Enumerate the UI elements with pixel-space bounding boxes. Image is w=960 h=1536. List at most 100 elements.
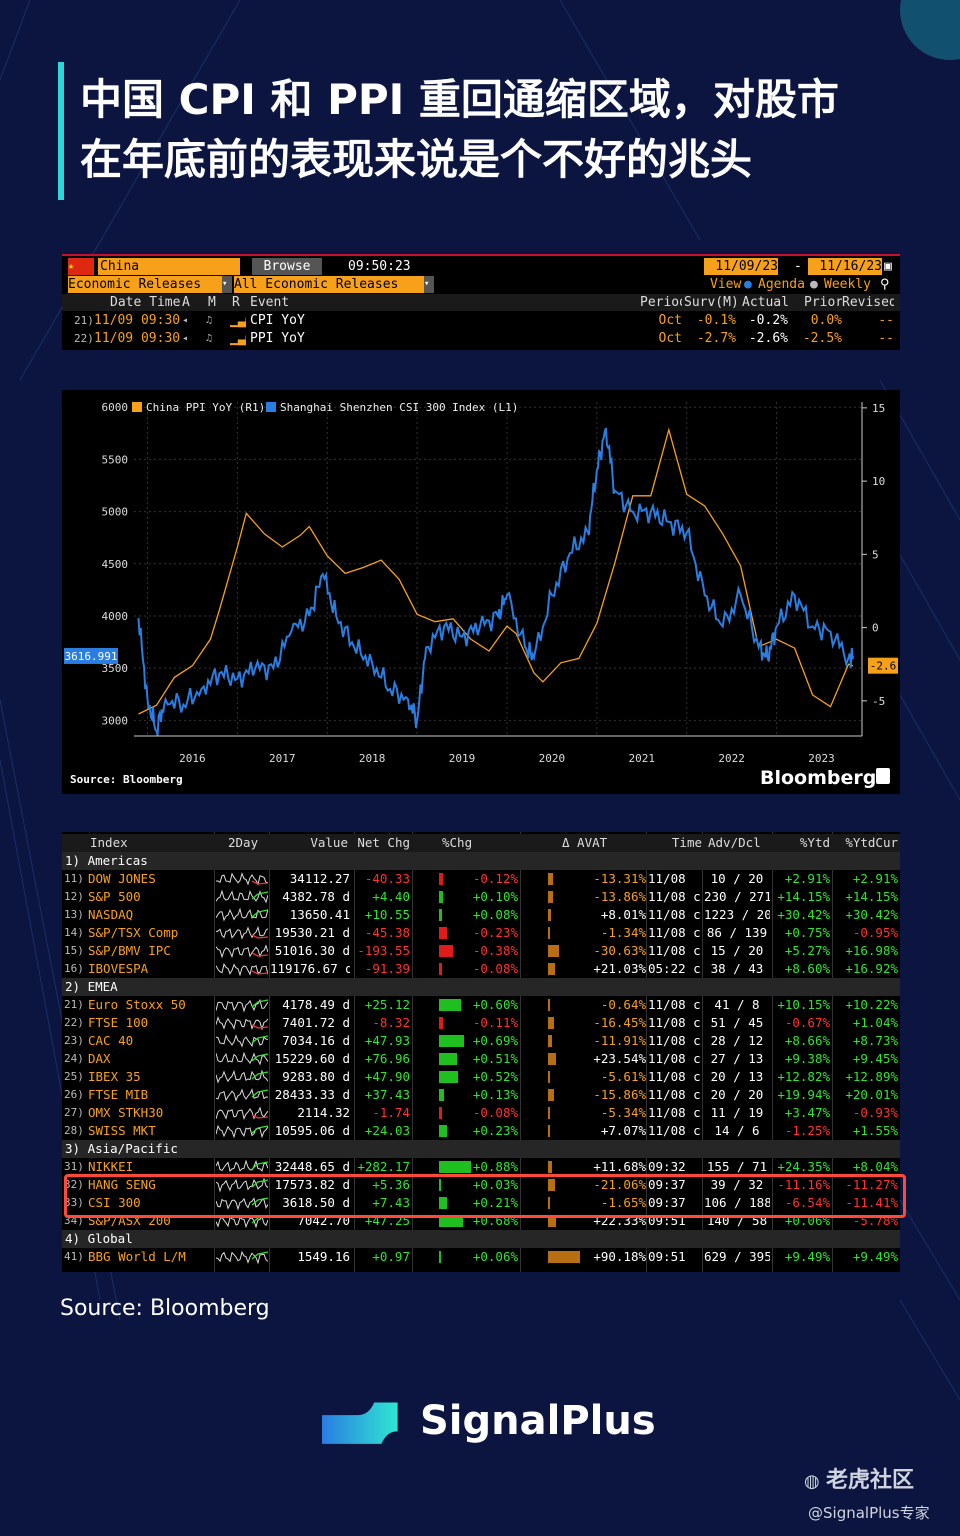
table-row[interactable]: 27) OMX STKH30 2114.32 -1.74 -0.08% -5.34% 11/…	[62, 1104, 900, 1122]
col-event[interactable]: Event	[250, 295, 290, 310]
col-ytdcur[interactable]: %YtdCur	[845, 835, 898, 850]
index-name[interactable]: BBG World L/M	[88, 1249, 186, 1264]
index-name[interactable]: CAC 40	[88, 1033, 134, 1048]
index-name[interactable]: DOW JONES	[88, 871, 156, 886]
section-header[interactable]: 4) Global	[62, 1230, 900, 1248]
index-name[interactable]: IBOVESPA	[88, 961, 149, 976]
table-row[interactable]: 28) SWISS MKT 10595.06 d +24.03 +0.23% +7.07%…	[62, 1122, 900, 1140]
bell-icon[interactable]: ♫	[206, 333, 213, 344]
col-surv[interactable]: Surv(M)	[684, 295, 736, 310]
col-avat[interactable]: Δ AVAT	[562, 835, 608, 850]
calendar-icon[interactable]: ▣	[884, 259, 892, 274]
col-pchg[interactable]: %Chg	[442, 835, 473, 850]
table-row[interactable]: 24) DAX 15229.60 d +76.96 +0.51% +23.54% 11/08…	[62, 1050, 900, 1068]
econ-row-ppi[interactable]: 22) 11/09 09:30 ◂ ♫ ▁▃▅ PPI YoY Oct -2.7…	[62, 330, 900, 347]
bell-icon[interactable]: ♫	[206, 315, 213, 326]
avat-bar	[548, 1017, 554, 1029]
dropdown-arrow-icon[interactable]: ▾	[222, 276, 232, 293]
col-prior[interactable]: Prior	[804, 295, 842, 310]
table-row[interactable]: 21) Euro Stoxx 50 4178.49 d +25.12 +0.60% -0.…	[62, 996, 900, 1014]
table-row[interactable]: 31) NIKKEI 32448.65 d +282.17 +0.88% +11.68% 0…	[62, 1158, 900, 1176]
agenda-option[interactable]: Agenda	[758, 277, 805, 292]
col-revised[interactable]: Revised	[842, 295, 894, 310]
dropdown-arrow-icon[interactable]: ▾	[424, 276, 434, 293]
table-row[interactable]: 26) FTSE MIB 28433.33 d +37.43 +0.13% -15.86%…	[62, 1086, 900, 1104]
browse-button[interactable]: Browse	[252, 258, 322, 275]
col-actual[interactable]: Actual	[742, 295, 788, 310]
index-name[interactable]: OMX STKH30	[88, 1105, 164, 1120]
date-to-field[interactable]: 11/16/23	[808, 258, 882, 275]
pct-change: +0.13%	[472, 1087, 518, 1102]
table-row[interactable]: 33) CSI 300 3618.50 d +7.43 +0.21% -1.65% 09:3…	[62, 1194, 900, 1212]
col-ytd[interactable]: %Ytd	[799, 835, 830, 850]
index-name[interactable]: CSI 300	[88, 1195, 141, 1210]
sparkline-today-path	[251, 1035, 268, 1044]
date-from-field[interactable]: 11/09/23	[704, 258, 778, 275]
index-name[interactable]: FTSE 100	[88, 1015, 149, 1030]
col-period[interactable]: Period	[640, 295, 682, 310]
index-name[interactable]: DAX	[88, 1051, 111, 1066]
col-advdcl[interactable]: Adv/Dcl	[708, 835, 761, 850]
section-header[interactable]: 3) Asia/Pacific	[62, 1140, 900, 1158]
index-name[interactable]: S&P/BMV IPC	[88, 943, 171, 958]
net-change: -40.33	[364, 871, 410, 886]
index-name[interactable]: S&P/TSX Comp	[88, 925, 179, 940]
econ-row-cpi[interactable]: 21) 11/09 09:30 ◂ ♫ ▁▃▅ CPI YoY Oct -0.1…	[62, 312, 900, 329]
ytd-cur-pct: +1.04%	[852, 1015, 898, 1030]
avat-bar	[548, 1035, 552, 1047]
index-name[interactable]: NASDAQ	[88, 907, 134, 922]
table-row[interactable]: 14) S&P/TSX Comp 19530.21 d -45.38 -0.23% -1.…	[62, 924, 900, 942]
col-value[interactable]: Value	[310, 835, 348, 850]
index-name[interactable]: S&P 500	[88, 889, 141, 904]
section-header[interactable]: 1) Americas	[62, 852, 900, 870]
table-row[interactable]: 22) FTSE 100 7401.72 d -8.32 -0.11% -16.45% 11…	[62, 1014, 900, 1032]
filter-dropdown-1[interactable]: Economic Releases	[68, 276, 222, 293]
two-day-sparkline	[216, 907, 268, 922]
search-icon[interactable]: ⚲	[880, 277, 890, 292]
index-name[interactable]: NIKKEI	[88, 1159, 134, 1174]
index-name[interactable]: HANG SENG	[88, 1177, 156, 1192]
ytd-pct: -6.54%	[784, 1195, 830, 1210]
col-datetime[interactable]: Date Time	[110, 295, 181, 310]
col-index[interactable]: Index	[90, 835, 128, 850]
row-prior: -2.5%	[802, 331, 842, 346]
weekly-radio-icon[interactable]: ●	[810, 277, 818, 292]
y-left-tick-label: 3000	[102, 714, 129, 727]
index-name[interactable]: FTSE MIB	[88, 1087, 149, 1102]
index-value: 4382.78 d	[282, 889, 350, 904]
table-row[interactable]: 11) DOW JONES 34112.27 -40.33 -0.12% -13.31% 1…	[62, 870, 900, 888]
col-m[interactable]: M	[208, 295, 216, 310]
row-num: 33)	[64, 1196, 84, 1209]
table-row[interactable]: 41) BBG World L/M 1549.16 +0.97 +0.06% +90.18…	[62, 1248, 900, 1266]
table-row[interactable]: 25) IBEX 35 9283.80 d +47.90 +0.52% -5.61% 11/…	[62, 1068, 900, 1086]
section-header[interactable]: 2) EMEA	[62, 978, 900, 996]
col-netchg[interactable]: Net Chg	[357, 835, 410, 850]
agenda-radio-icon[interactable]: ●	[744, 277, 752, 292]
economic-releases-panel: ★ China Browse 09:50:23 11/09/23 - 11/16…	[62, 254, 900, 350]
sparkline-path	[216, 944, 268, 959]
table-row[interactable]: 12) S&P 500 4382.78 d +4.40 +0.10% -13.86% 11/…	[62, 888, 900, 906]
country-field[interactable]: China	[98, 258, 240, 275]
index-name[interactable]: SWISS MKT	[88, 1123, 156, 1138]
col-2day[interactable]: 2Day	[228, 835, 259, 850]
table-row[interactable]: 16) IBOVESPA 119176.67 d -91.39 -0.08% +21.03…	[62, 960, 900, 978]
net-change: +47.90	[364, 1069, 410, 1084]
pct-change-bar	[439, 945, 453, 957]
index-name[interactable]: IBEX 35	[88, 1069, 141, 1084]
table-row[interactable]: 15) S&P/BMV IPC 51016.30 d -193.55 -0.38% -30…	[62, 942, 900, 960]
table-row[interactable]: 13) NASDAQ 13650.41 +10.55 +0.08% +8.01% 11/08…	[62, 906, 900, 924]
speaker-icon[interactable]: ◂	[182, 333, 189, 344]
col-time[interactable]: Time	[671, 835, 702, 850]
avat-bar	[548, 1071, 550, 1083]
column-divider	[412, 832, 413, 1272]
col-a[interactable]: A	[182, 295, 190, 310]
col-r[interactable]: R	[232, 295, 240, 310]
speaker-icon[interactable]: ◂	[182, 315, 189, 326]
index-name[interactable]: Euro Stoxx 50	[88, 997, 186, 1012]
filter-dropdown-2[interactable]: All Economic Releases	[234, 276, 424, 293]
table-row[interactable]: 32) HANG SENG 17573.82 d +5.36 +0.03% -21.06%…	[62, 1176, 900, 1194]
avat-bar	[548, 999, 550, 1011]
weekly-option[interactable]: Weekly	[824, 277, 871, 292]
row-num: 31)	[64, 1160, 84, 1173]
table-row[interactable]: 23) CAC 40 7034.16 d +47.93 +0.69% -11.91% 11/…	[62, 1032, 900, 1050]
